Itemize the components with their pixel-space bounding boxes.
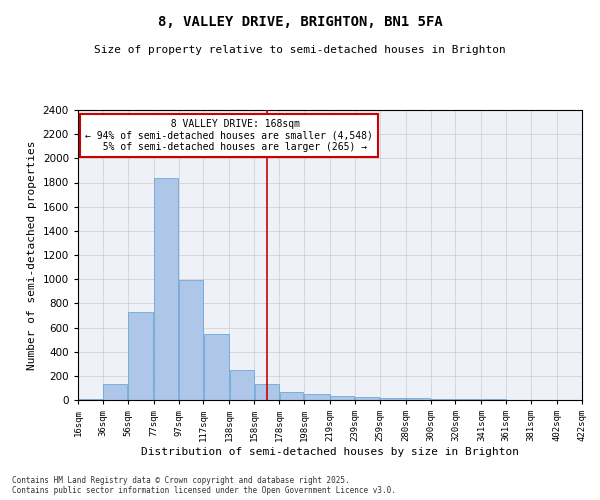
X-axis label: Distribution of semi-detached houses by size in Brighton: Distribution of semi-detached houses by … (141, 447, 519, 457)
Bar (380, 398, 405, 400)
Bar (304, 394, 329, 400)
Bar (280, 392, 304, 400)
Text: Size of property relative to semi-detached houses in Brighton: Size of property relative to semi-detach… (94, 45, 506, 55)
Bar (103, 384, 127, 400)
Bar (331, 396, 355, 400)
Bar (79, 399, 103, 400)
Bar (355, 397, 379, 400)
Bar (255, 384, 278, 400)
Bar (431, 399, 455, 400)
Bar (406, 398, 430, 400)
Bar (230, 370, 254, 400)
Bar (154, 178, 178, 400)
Text: 8 VALLEY DRIVE: 168sqm
← 94% of semi-detached houses are smaller (4,548)
  5% of: 8 VALLEY DRIVE: 168sqm ← 94% of semi-det… (85, 118, 373, 152)
Bar (128, 312, 153, 400)
Bar (204, 334, 229, 400)
Text: Contains HM Land Registry data © Crown copyright and database right 2025.
Contai: Contains HM Land Registry data © Crown c… (12, 476, 396, 495)
Text: 8, VALLEY DRIVE, BRIGHTON, BN1 5FA: 8, VALLEY DRIVE, BRIGHTON, BN1 5FA (158, 15, 442, 29)
Y-axis label: Number of semi-detached properties: Number of semi-detached properties (27, 140, 37, 370)
Bar (179, 280, 203, 400)
